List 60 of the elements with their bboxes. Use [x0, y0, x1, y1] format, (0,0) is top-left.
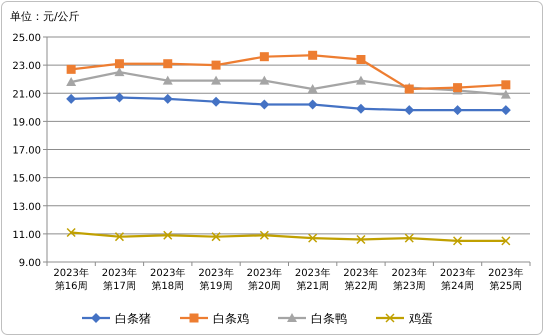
x-tick-label: 2023年第19周	[198, 267, 234, 292]
x-tick-label: 2023年第18周	[150, 267, 186, 292]
point	[356, 76, 366, 85]
x-tick-label: 2023年第21周	[294, 267, 330, 292]
point	[260, 230, 270, 240]
point	[162, 94, 173, 104]
point	[308, 84, 318, 94]
point	[211, 232, 221, 242]
point	[66, 228, 76, 238]
point	[163, 59, 172, 68]
x-tick-label: 2023年第16周	[53, 267, 89, 292]
point	[114, 92, 124, 102]
point	[500, 90, 511, 99]
x-tick-label: 2023年第25周	[488, 267, 524, 292]
point	[404, 105, 414, 116]
point	[356, 55, 366, 64]
point	[500, 105, 511, 116]
point	[356, 234, 366, 244]
point	[356, 104, 366, 114]
legend-label: 鸡蛋	[408, 312, 433, 326]
point	[211, 96, 222, 107]
y-tick-label: 9.00	[18, 258, 41, 269]
x-tick-label: 2023年第22周	[343, 267, 379, 292]
point	[308, 100, 318, 110]
point	[66, 77, 76, 86]
point	[501, 80, 510, 90]
x-tick-label: 2023年第24周	[440, 267, 476, 292]
point	[211, 76, 222, 85]
point	[114, 67, 124, 76]
point	[163, 230, 172, 240]
point	[452, 236, 462, 246]
y-tick-label: 19.00	[12, 117, 41, 128]
legend-label: 白条猪	[115, 312, 151, 326]
y-tick-label: 17.00	[12, 146, 41, 156]
point	[260, 52, 269, 62]
point	[259, 100, 270, 110]
point	[501, 236, 511, 246]
x-tick-label: 2023年第23周	[392, 267, 427, 292]
x-tick-label: 2023年第20周	[246, 267, 282, 292]
point	[66, 94, 76, 104]
point	[259, 76, 270, 85]
legend-label: 白条鸡	[213, 312, 249, 326]
point	[66, 64, 76, 74]
point	[404, 233, 414, 243]
x-tick-label: 2023年第17周	[102, 267, 138, 292]
y-tick-label: 21.00	[12, 89, 41, 100]
point	[212, 60, 221, 70]
y-tick-label: 11.00	[12, 230, 41, 241]
y-tick-label: 23.00	[12, 61, 41, 72]
point	[308, 50, 318, 60]
point	[308, 233, 318, 243]
point	[452, 105, 463, 116]
point	[114, 59, 124, 68]
y-tick-label: 13.00	[12, 202, 41, 213]
legend-label: 白条鸭	[311, 312, 347, 326]
point	[162, 76, 173, 85]
y-tick-label: 15.00	[12, 174, 41, 185]
point	[114, 232, 124, 242]
y-tick-label: 25.00	[12, 33, 41, 44]
y-axis-title: 单位：元/公斤	[10, 10, 80, 23]
